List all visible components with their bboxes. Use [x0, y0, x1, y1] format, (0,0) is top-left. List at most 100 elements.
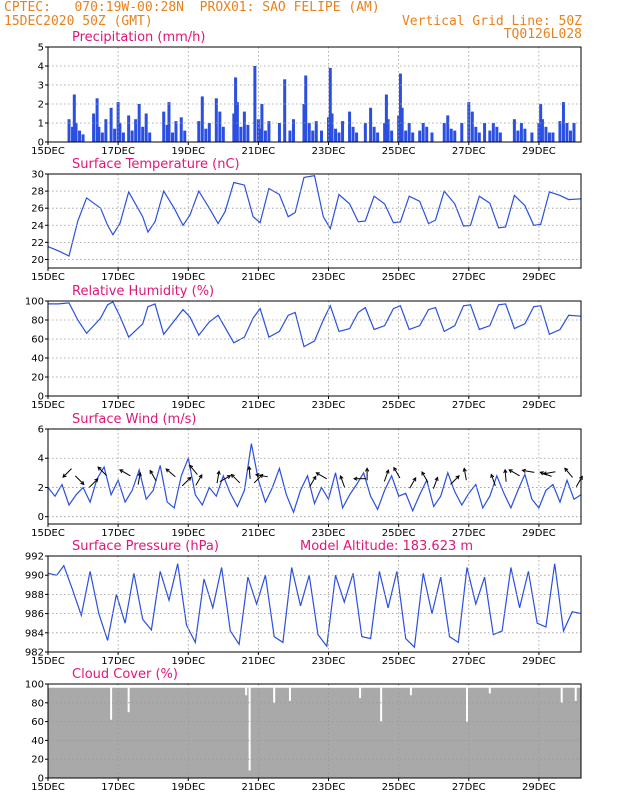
precip-bar [148, 132, 152, 142]
wind-arrow [181, 477, 192, 487]
wind-arrowhead [421, 471, 426, 476]
x-tick-label: 23DEC [312, 272, 346, 283]
precip-bar [144, 113, 148, 142]
precip-bar [418, 130, 422, 142]
precip-bar [311, 130, 315, 142]
y-tick-label: 20 [31, 373, 44, 384]
wind-arrowhead [339, 474, 344, 480]
precip-bar [460, 123, 464, 142]
x-tick-label: 15DEC [31, 528, 65, 539]
precip-bar [113, 128, 117, 142]
x-tick-label: 19DEC [171, 400, 205, 411]
precip-bar [477, 132, 481, 142]
precip-bar [544, 126, 548, 142]
cloud-cover-dip [245, 684, 248, 696]
wind-arrow [383, 469, 389, 482]
y-tick-label: 2 [38, 483, 44, 494]
y-tick-label: 60 [31, 335, 44, 346]
wind-arrowhead [521, 468, 526, 473]
precip-bar [100, 132, 104, 142]
precip-bar [320, 130, 324, 142]
x-tick-label: 21DEC [242, 656, 276, 667]
precip-bar [355, 132, 359, 142]
precip-bar [134, 119, 138, 142]
precip-bar [246, 124, 250, 142]
wind-arrowhead [226, 475, 232, 479]
precip-bar [400, 107, 404, 142]
header-model-id: TQ0126L028 [503, 27, 582, 42]
precip-bar [97, 126, 101, 142]
wind-arrowhead [230, 473, 235, 478]
x-tick-label: 19DEC [171, 656, 205, 667]
cloud-cover-dip [466, 684, 469, 722]
x-tick-label: 17DEC [101, 146, 135, 157]
precip-bar [337, 132, 341, 142]
wind-arrowhead [149, 469, 154, 475]
wind-arrow [62, 468, 72, 478]
precip-bar [488, 130, 492, 142]
panel-relative-humidity: 0 20 40 60 80 100 15DEC 17DEC 19DEC 21DEC 23DEC 25D… [25, 284, 582, 411]
precip-bar [179, 117, 183, 142]
precip-bar [92, 113, 96, 142]
wind-arrow [421, 471, 429, 483]
y-tick-label: 5 [38, 43, 44, 54]
wind-arrowhead [188, 464, 194, 469]
precip-bar [291, 119, 295, 142]
cloud-cover-dip [574, 684, 577, 701]
precip-bar [512, 119, 516, 142]
panel-frame [47, 555, 582, 653]
precip-bar [558, 121, 562, 142]
precip-bar [78, 130, 82, 142]
x-tick-label: 17DEC [101, 272, 135, 283]
x-tick-label: 27DEC [452, 528, 486, 539]
precip-bar [307, 123, 311, 142]
wind-arrowhead [62, 473, 67, 478]
precip-bar [328, 67, 332, 142]
precip-bar [239, 126, 243, 142]
x-tick-label: 27DEC [452, 782, 486, 793]
precip-bar [449, 128, 453, 142]
precip-bar [283, 79, 287, 142]
precip-bar [519, 123, 523, 142]
precip-bar [330, 113, 334, 142]
wind-arrow [119, 469, 131, 477]
panel-frame [47, 428, 582, 525]
precip-bar [116, 102, 120, 142]
precip-bar [404, 130, 408, 142]
wind-arrowhead [247, 465, 252, 471]
x-tick-label: 29DEC [522, 528, 556, 539]
wind-arrowhead [364, 467, 370, 472]
y-tick-label: 4 [38, 454, 44, 465]
wind-arrow [219, 475, 231, 483]
wind-arrowhead [539, 471, 544, 476]
panel-frame [47, 173, 582, 269]
wind-arrow [309, 476, 317, 488]
y-tick-label: 60 [31, 717, 44, 728]
x-tick-label: 17DEC [101, 782, 135, 793]
x-tick-label: 29DEC [522, 656, 556, 667]
wind-arrow [522, 469, 535, 473]
x-tick-label: 25DEC [382, 528, 416, 539]
y-tick-label: 1 [38, 119, 44, 130]
surface-temperature-line [47, 175, 582, 257]
wind-arrow [137, 472, 141, 485]
surface-wind-line [47, 443, 582, 515]
precip-bar [232, 113, 236, 142]
precip-bar [174, 121, 178, 142]
y-tick-label: 20 [31, 255, 44, 266]
x-tick-label: 27DEC [452, 400, 486, 411]
y-tick-label: 2 [38, 100, 44, 111]
precip-bar [561, 102, 565, 142]
precip-bar [221, 126, 225, 142]
y-tick-label: 40 [31, 354, 44, 365]
cloud-cover-dip [409, 684, 412, 696]
precip-bar [495, 126, 499, 142]
precip-bar [127, 115, 131, 142]
precip-bar [523, 128, 527, 142]
precip-bar [121, 132, 125, 142]
cloud-cover-dip [560, 684, 563, 703]
precip-bar [141, 126, 145, 142]
wind-arrow [490, 474, 496, 486]
panel-title: Precipitation (mm/h) [72, 30, 205, 45]
precip-bar [565, 123, 569, 142]
